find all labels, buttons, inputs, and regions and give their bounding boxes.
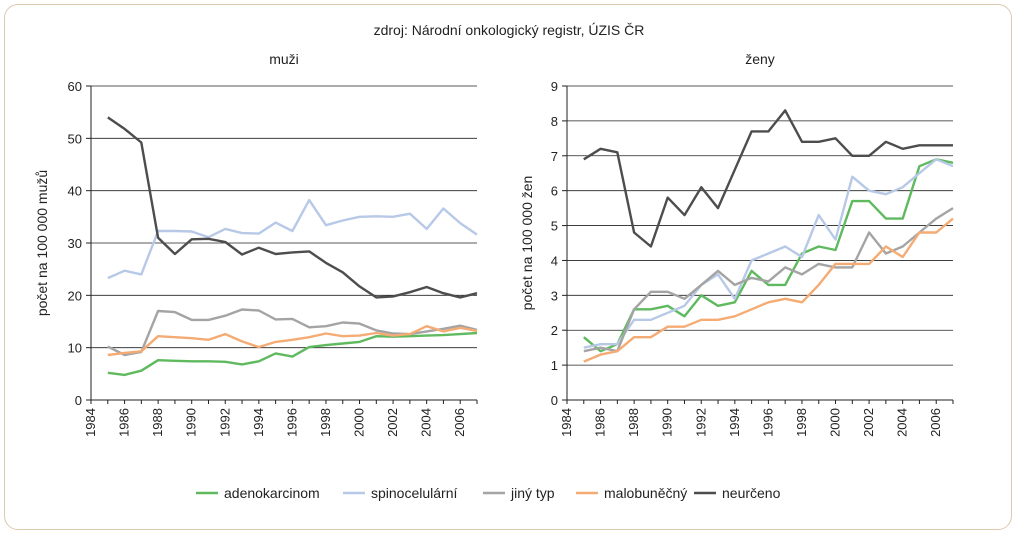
x-tick-label: 2002 [861, 408, 876, 437]
x-tick-label: 1990 [660, 408, 675, 437]
x-tick-label: 1984 [559, 408, 574, 437]
x-tick-label: 1996 [760, 408, 775, 437]
x-tick-label: 1988 [150, 408, 165, 437]
x-tick-label: 1992 [217, 408, 232, 437]
y-tick-label: 60 [68, 79, 82, 94]
legend-item-label: adenokarcinom [224, 485, 320, 501]
x-tick-label: 2006 [928, 408, 943, 437]
series-line-neurceno [583, 109, 953, 248]
chart-panel-1: muži 0 10 20 30 40 50 60 1984 1986 1988 1990 1992 199… [34, 51, 478, 437]
series-line-neurceno [107, 116, 478, 299]
y-axis-label: počet na 100 000 mužů [34, 170, 50, 316]
x-tick-label: 2004 [895, 408, 910, 437]
source-note: zdroj: Národní onkologický registr, ÚZIS… [373, 22, 645, 38]
y-tick-label: 8 [551, 114, 558, 129]
series-line-jiny-typ [583, 207, 954, 353]
x-tick-label: 1994 [727, 408, 742, 437]
x-tick-label: 1994 [251, 408, 266, 437]
chart-panel-2: ženy 0 1 2 3 4 5 6 7 8 9 1984 1986 1988 1990 1992 1994 19… [519, 51, 954, 437]
legend: adenokarcinom spinocelulární jiný typ malob… [196, 485, 781, 501]
x-tick-label: 2000 [828, 408, 843, 437]
x-tick-label: 2000 [352, 408, 367, 437]
x-tick-label: 2006 [452, 408, 467, 437]
legend-item-label: malobuněčný [604, 485, 687, 501]
y-tick-label: 30 [68, 236, 82, 251]
y-tick-label: 6 [551, 184, 558, 199]
y-tick-label: 3 [551, 288, 558, 303]
panel-title: muži [269, 51, 299, 67]
y-tick-label: 1 [551, 358, 558, 373]
series-line-spinocelularni [583, 158, 954, 349]
y-tick-label: 5 [551, 219, 558, 234]
x-tick-label: 1990 [184, 408, 199, 437]
series-line-adenokarcinom [107, 331, 478, 377]
y-tick-label: 4 [551, 253, 558, 268]
legend-item-label: spinocelulární [371, 485, 457, 501]
x-tick-label: 1986 [117, 408, 132, 437]
y-axis-label: počet na 100 000 žen [519, 176, 535, 311]
y-tick-label: 20 [68, 288, 82, 303]
x-tick-label: 1998 [794, 408, 809, 437]
y-tick-label: 9 [551, 79, 558, 94]
y-tick-label: 10 [68, 341, 82, 356]
x-tick-label: 1992 [693, 408, 708, 437]
x-tick-label: 1984 [83, 408, 98, 437]
x-tick-label: 1996 [284, 408, 299, 437]
panel-title: ženy [745, 51, 775, 67]
y-tick-label: 0 [551, 393, 558, 408]
y-tick-label: 7 [551, 149, 558, 164]
series-line-malobunecny [107, 325, 478, 357]
y-tick-label: 2 [551, 323, 558, 338]
x-tick-label: 2004 [419, 408, 434, 437]
x-tick-label: 2002 [385, 408, 400, 437]
x-tick-label: 1998 [318, 408, 333, 437]
series-line-spinocelularni [107, 198, 478, 280]
x-tick-label: 1986 [593, 408, 608, 437]
y-tick-label: 40 [68, 184, 82, 199]
legend-item-label: neurčeno [722, 485, 781, 501]
y-tick-label: 50 [68, 131, 82, 146]
y-tick-label: 0 [75, 393, 82, 408]
legend-item-label: jiný typ [510, 485, 555, 501]
series-line-malobunecny [583, 217, 954, 363]
x-tick-label: 1988 [626, 408, 641, 437]
series-line-jiny-typ [107, 308, 478, 357]
series-line-adenokarcinom [583, 158, 954, 353]
